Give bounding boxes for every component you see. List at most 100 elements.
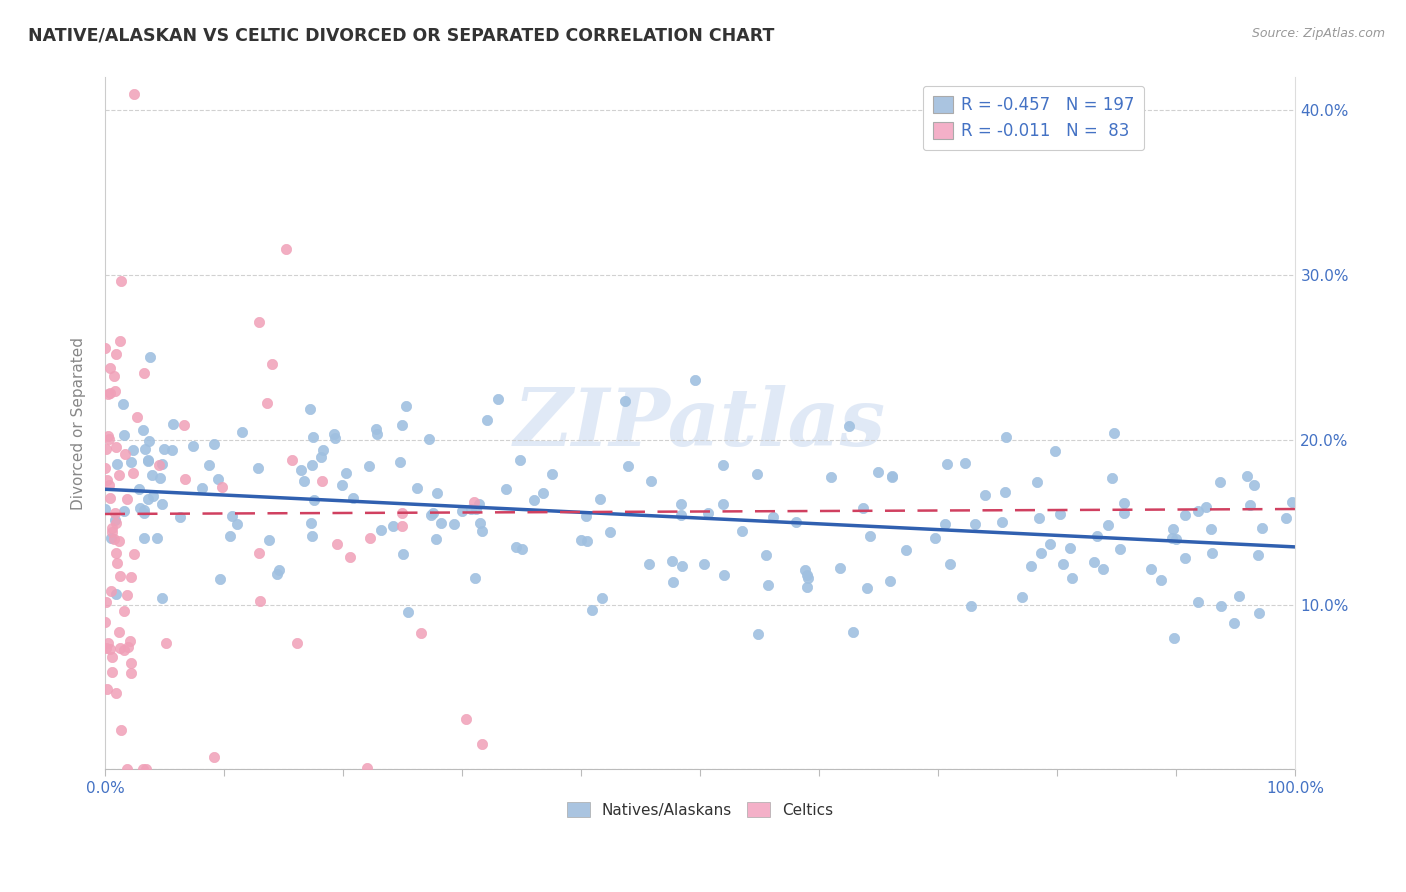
Point	[1109, 542, 1132, 557]
Point	[359, 531, 381, 545]
Point	[1060, 571, 1083, 585]
Point	[141, 467, 163, 482]
Point	[292, 475, 315, 489]
Point	[202, 750, 225, 764]
Point	[1019, 558, 1042, 573]
Point	[104, 513, 127, 527]
Point	[391, 518, 413, 533]
Point	[1112, 506, 1135, 520]
Point	[218, 529, 240, 543]
Point	[939, 557, 962, 571]
Point	[614, 394, 637, 409]
Point	[138, 452, 160, 467]
Point	[339, 550, 361, 565]
Point	[108, 334, 131, 348]
Point	[589, 491, 612, 506]
Point	[419, 508, 441, 522]
Point	[309, 450, 332, 464]
Point	[108, 641, 131, 656]
Point	[136, 454, 159, 468]
Point	[120, 656, 142, 670]
Point	[131, 762, 153, 776]
Point	[661, 554, 683, 568]
Point	[181, 439, 204, 453]
Point	[108, 624, 131, 639]
Point	[756, 578, 779, 592]
Point	[138, 434, 160, 449]
Point	[231, 425, 253, 439]
Point	[323, 431, 346, 445]
Point	[1139, 562, 1161, 576]
Point	[990, 515, 1012, 529]
Point	[409, 626, 432, 640]
Point	[262, 358, 284, 372]
Point	[935, 457, 957, 471]
Point	[1236, 468, 1258, 483]
Point	[382, 518, 405, 533]
Point	[356, 761, 378, 775]
Point	[830, 561, 852, 575]
Point	[1052, 558, 1074, 572]
Point	[1025, 475, 1047, 490]
Point	[96, 473, 118, 487]
Point	[1208, 475, 1230, 489]
Point	[120, 665, 142, 680]
Point	[276, 242, 298, 256]
Point	[132, 532, 155, 546]
Point	[1247, 548, 1270, 562]
Point	[101, 665, 124, 679]
Point	[142, 489, 165, 503]
Point	[128, 482, 150, 496]
Point	[105, 686, 128, 700]
Point	[796, 580, 818, 594]
Point	[160, 442, 183, 457]
Point	[395, 399, 418, 413]
Point	[569, 533, 592, 548]
Point	[104, 440, 127, 454]
Point	[122, 87, 145, 101]
Point	[960, 599, 983, 614]
Point	[785, 516, 807, 530]
Point	[326, 537, 349, 551]
Point	[406, 481, 429, 495]
Point	[96, 682, 118, 697]
Point	[105, 546, 128, 560]
Point	[1187, 504, 1209, 518]
Point	[364, 422, 387, 436]
Point	[713, 568, 735, 582]
Point	[616, 458, 638, 473]
Point	[540, 467, 562, 482]
Point	[107, 467, 129, 482]
Point	[859, 529, 882, 543]
Point	[1043, 443, 1066, 458]
Text: Source: ZipAtlas.com: Source: ZipAtlas.com	[1251, 27, 1385, 40]
Point	[591, 591, 613, 605]
Point	[426, 485, 449, 500]
Point	[108, 534, 131, 549]
Point	[1097, 517, 1119, 532]
Point	[581, 602, 603, 616]
Point	[509, 452, 531, 467]
Point	[112, 428, 135, 442]
Point	[796, 567, 818, 582]
Point	[122, 466, 145, 480]
Point	[464, 571, 486, 585]
Point	[924, 531, 946, 545]
Point	[429, 516, 451, 531]
Point	[366, 427, 388, 442]
Point	[312, 443, 335, 458]
Point	[468, 497, 491, 511]
Point	[370, 523, 392, 537]
Point	[98, 386, 121, 401]
Point	[896, 543, 918, 558]
Point	[856, 581, 879, 595]
Point	[342, 491, 364, 505]
Point	[285, 636, 308, 650]
Point	[169, 509, 191, 524]
Point	[150, 457, 173, 471]
Point	[112, 603, 135, 617]
Point	[112, 504, 135, 518]
Point	[640, 474, 662, 488]
Point	[425, 532, 447, 546]
Point	[103, 368, 125, 383]
